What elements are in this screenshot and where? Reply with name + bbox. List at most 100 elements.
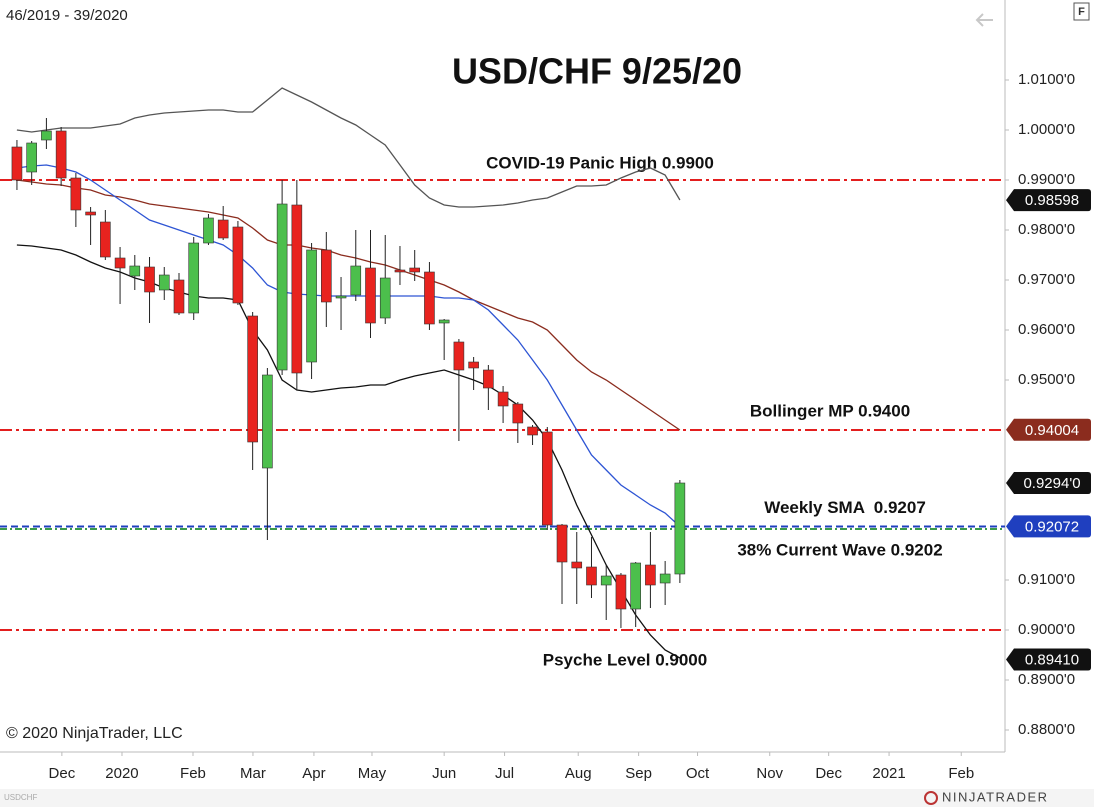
candle-body [630,562,641,610]
x-tick-label: Dec [815,765,842,782]
y-tick-label: 0.8800'0 [1018,721,1075,738]
candle-body [586,566,597,586]
candle-body [158,274,170,291]
candle-body [350,265,362,296]
back-arrow[interactable] [975,13,993,27]
x-tick-label: Aug [565,765,592,782]
button[interactable]: F [1078,6,1085,18]
y-tick-label: 0.9000'0 [1018,621,1075,638]
price-marker-label: 0.94004 [1025,422,1079,439]
candle-body [645,564,656,586]
candle-body [129,265,141,277]
candle-body [365,267,376,324]
y-tick-label: 0.8900'0 [1018,671,1075,688]
candle-body [321,249,332,303]
candle-body [306,249,317,363]
brand-logo [924,791,938,805]
indicator-line [16,179,681,431]
candle-body [232,226,244,304]
candle-body [438,319,450,324]
candle-body [100,221,111,258]
candle-body [556,524,568,563]
level-label: Weekly SMA 0.9207 [764,498,926,517]
x-tick-label: Feb [180,765,206,782]
candle-body [541,431,553,526]
x-tick-label: 2020 [105,765,138,782]
x-tick-label: Jul [495,765,514,782]
candle-body [276,203,288,371]
x-tick-label: Jun [432,765,456,782]
candle-body [114,257,126,269]
candle-body [659,573,671,584]
candle-body [11,146,23,181]
candle-body [41,130,52,141]
y-tick-label: 0.9600'0 [1018,321,1075,338]
candle-body [26,142,37,173]
indicator-line [16,164,681,527]
candle-body [262,374,273,469]
price-marker-label: 0.98598 [1025,192,1079,209]
candle-body [203,217,214,244]
y-tick-label: 0.9100'0 [1018,571,1075,588]
candle-body [512,403,524,424]
level-label: 38% Current Wave 0.9202 [737,540,942,559]
price-marker [1006,515,1091,538]
candle-body [379,277,391,319]
x-tick-label: Sep [625,765,652,782]
candle-body [615,574,627,610]
candle-body [335,295,347,299]
level-label: COVID-19 Panic High 0.9900 [486,153,714,172]
price-marker [1006,189,1091,212]
level-label: Psyche Level 0.9000 [543,650,707,669]
x-tick-label: Oct [686,765,710,782]
price-marker-label: 0.92072 [1025,518,1079,535]
candle-body [85,211,96,216]
candle-body [188,242,200,314]
price-marker [1006,472,1091,494]
chart-title: USD/CHF 9/25/20 [452,51,742,92]
candle-body [674,482,686,575]
candle-body [70,177,82,211]
candle-body [409,267,420,273]
y-tick-label: 1.0000'0 [1018,121,1075,138]
x-tick-label: May [358,765,387,782]
y-tick-label: 0.9800'0 [1018,221,1075,238]
candle-body [55,130,67,179]
candle-body [247,315,258,443]
candle-body [527,426,538,436]
indicator-line [16,244,681,659]
indicator-line [16,87,681,208]
x-tick-label: Dec [49,765,76,782]
candle-body [394,269,406,273]
symbol: USDCHF [4,793,37,802]
y-tick-label: 0.9500'0 [1018,371,1075,388]
price-marker-label: 0.9294'0 [1023,475,1080,492]
y-tick-label: 1.0100'0 [1018,71,1075,88]
price-marker-label: 0.89410 [1025,651,1079,668]
candle-body [453,341,465,371]
button-box[interactable] [1073,2,1090,21]
candle-body [600,575,612,586]
footer-bar [0,789,1094,807]
candle-body [291,204,303,374]
candle-body [217,219,229,239]
candle-body [424,271,435,325]
brand: NINJATRADER [942,789,1049,804]
x-tick-label: Apr [302,765,325,782]
subtitle: 46/2019 - 39/2020 [6,7,128,24]
x-tick-label: Mar [240,765,266,782]
candle-body [497,391,509,407]
x-tick-label: 2021 [872,765,905,782]
price-marker [1006,648,1091,671]
x-tick-label: Nov [756,765,783,782]
candle-body [468,361,479,369]
candle-body [173,279,185,314]
candle-body [571,561,583,569]
candle-body [483,369,494,389]
candle-body [144,266,155,293]
y-tick-label: 0.9700'0 [1018,271,1075,288]
price-marker [1006,418,1091,441]
